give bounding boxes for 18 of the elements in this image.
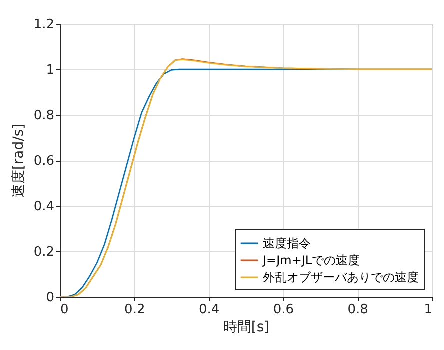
x-tick-label: 0 bbox=[60, 302, 69, 318]
x-tick-label: 0.8 bbox=[348, 302, 368, 318]
x-tick-label: 0.2 bbox=[124, 302, 146, 318]
y-tick-label: 0 bbox=[46, 290, 54, 306]
x-tick-label: 1 bbox=[424, 302, 432, 318]
y-tick-label: 0.8 bbox=[34, 108, 54, 124]
legend-label: 外乱オブザーバありでの速度 bbox=[263, 270, 419, 284]
y-tick-label: 1 bbox=[46, 63, 54, 78]
y-tick-label: 0.4 bbox=[34, 200, 54, 214]
y-tick-label: 0.6 bbox=[34, 154, 54, 169]
x-tick-label: 0.6 bbox=[273, 302, 294, 318]
x-axis-title: 時間[s] bbox=[223, 320, 270, 336]
y-axis-title: 速度[rad/s] bbox=[10, 124, 27, 198]
y-tick-label: 0.2 bbox=[34, 245, 54, 260]
legend-label: J=Jm+JLでの速度 bbox=[262, 254, 360, 268]
legend-label: 速度指令 bbox=[263, 236, 311, 250]
x-tick-label: 0.4 bbox=[198, 302, 220, 318]
y-tick-label: 1.2 bbox=[34, 18, 54, 32]
